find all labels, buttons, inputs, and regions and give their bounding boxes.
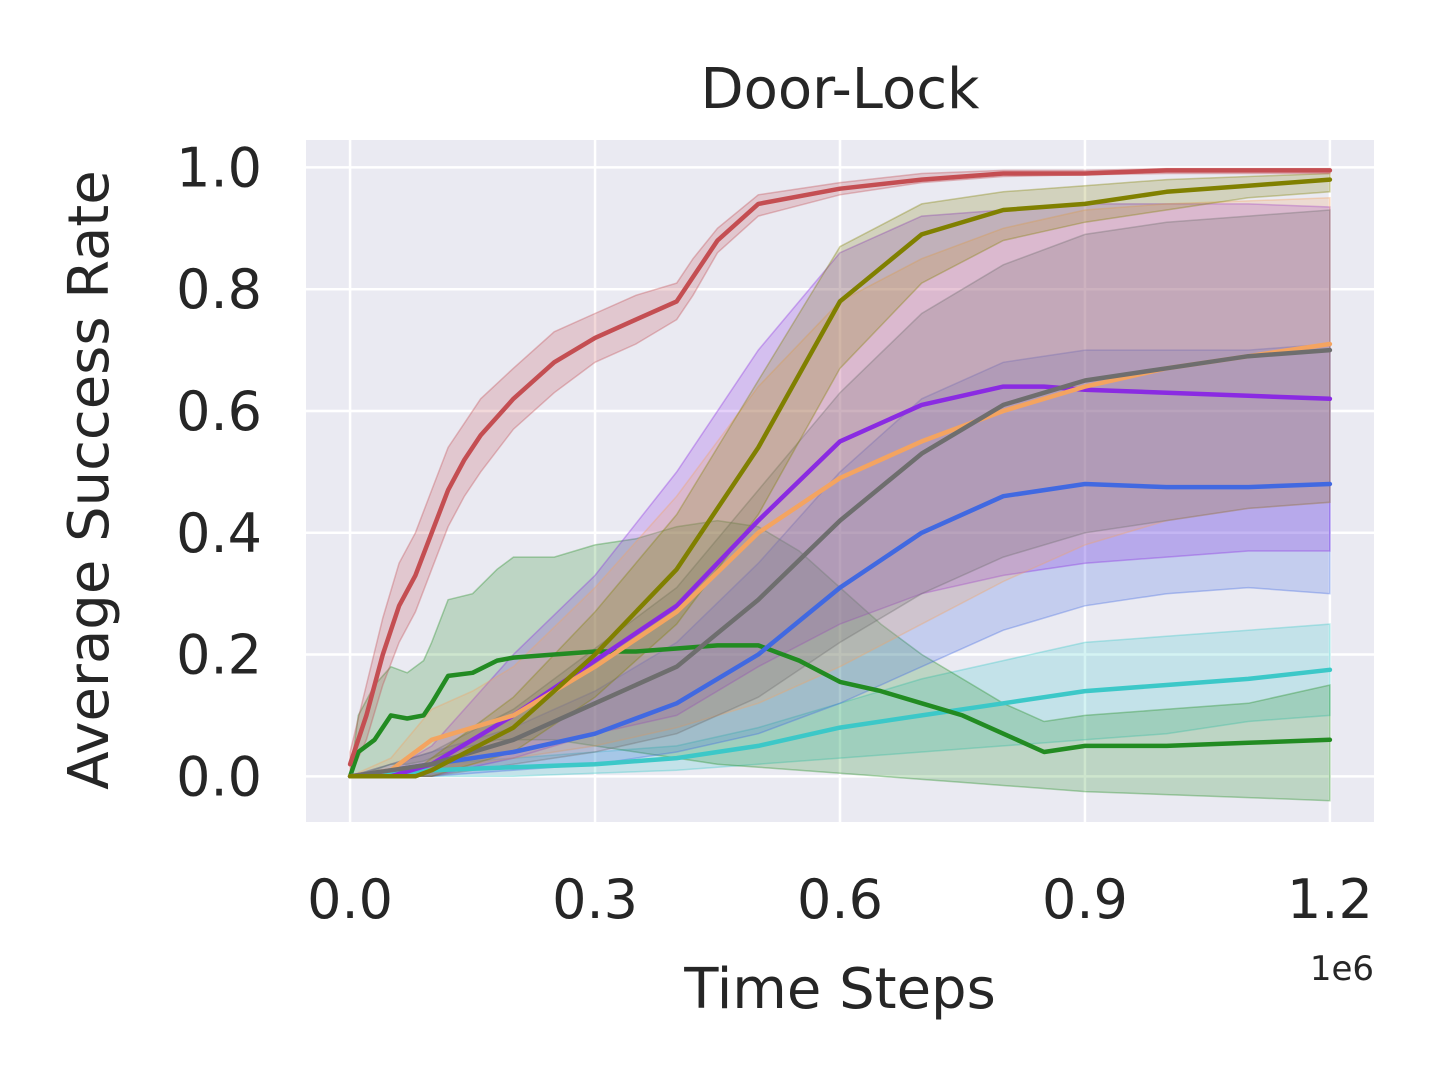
series-5-band [349, 209, 1331, 778]
chart-title: Door-Lock [701, 57, 981, 122]
series-5-line [347, 347, 1333, 779]
series-7-line [347, 168, 1333, 767]
x-tick-label: 1.2 [1287, 868, 1373, 931]
y-tick-label: 1.0 [176, 136, 262, 199]
y-tick-label: 0.8 [176, 258, 262, 321]
y-tick-label: 0.0 [176, 745, 262, 808]
x-tick-label: 0.9 [1042, 868, 1128, 931]
confidence-bands [349, 167, 1331, 802]
x-tick-labels: 0.0 0.3 0.6 0.9 1.2 [307, 868, 1373, 931]
series-2-band [349, 343, 1331, 778]
series-7-band [349, 167, 1331, 777]
y-tick-label: 0.4 [176, 502, 262, 565]
y-tick-label: 0.6 [176, 380, 262, 443]
series-2-line [347, 481, 1333, 779]
series-3-band [349, 203, 1331, 778]
x-tick-label: 0.3 [552, 868, 638, 931]
series-3-line [347, 384, 1333, 779]
series-6-band [350, 172, 1331, 778]
x-offset-label: 1e6 [1310, 949, 1374, 989]
x-tick-label: 0.6 [797, 868, 883, 931]
y-axis-label: Average Success Rate [57, 170, 122, 789]
series-lines [347, 168, 1333, 779]
series-1-band [349, 519, 1331, 802]
x-tick-label: 0.0 [307, 868, 393, 931]
series-1-line [347, 643, 1333, 779]
series-6-line [347, 177, 1333, 779]
series-0-line [347, 667, 1333, 779]
x-axis-label: Time Steps [683, 957, 996, 1022]
y-tick-label: 0.2 [176, 624, 262, 687]
y-tick-labels: 0.0 0.2 0.4 0.6 0.8 1.0 [176, 136, 262, 808]
grid-lines [306, 140, 1374, 822]
